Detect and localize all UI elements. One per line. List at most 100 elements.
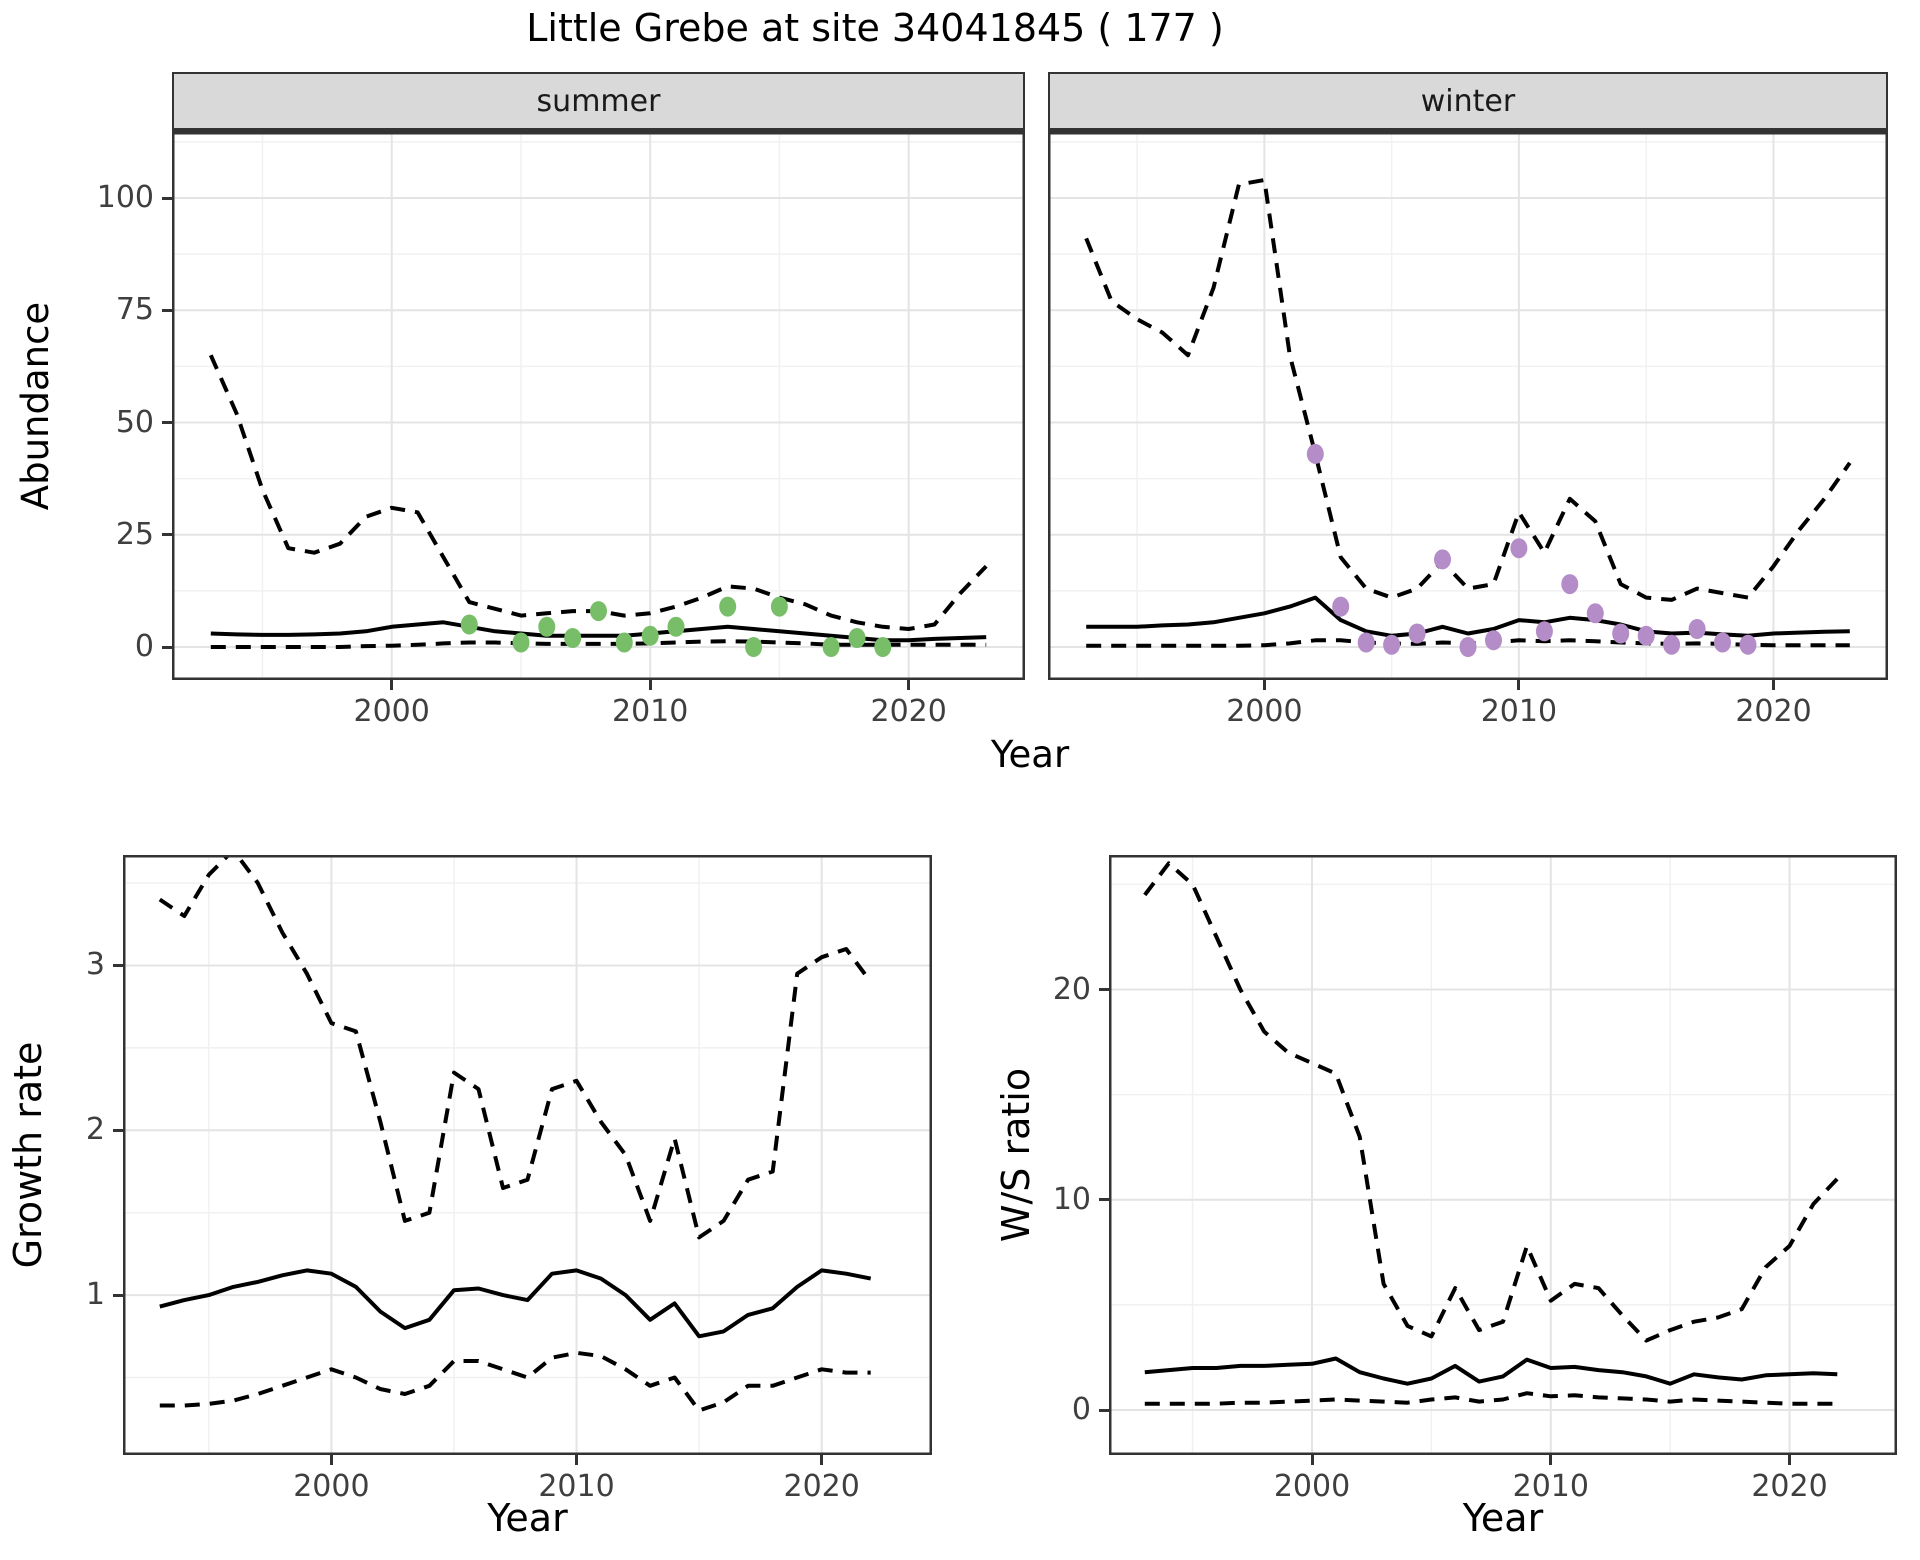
ws-panel [1109,855,1897,1455]
abundance-axis-label: Abundance [14,301,57,511]
summer-observed-point [822,637,840,657]
winter-observed-point [1357,632,1375,653]
top-year-axis-label: Year [990,733,1070,776]
y-tick-mark [113,963,123,967]
winter-observed-point [1739,634,1757,655]
ws-mean-line [1144,1356,1838,1386]
y-tick-label: 0 [134,629,154,664]
summer-observed-point [770,596,788,617]
winter-observed-point [1637,625,1655,646]
facet-strip-winter-label: winter [1420,83,1516,119]
facet-strip-winter: winter [1048,72,1888,132]
winter-observed-point [1510,538,1528,559]
y-tick-label: 75 [115,292,154,328]
x-tick-label: 2010 [612,694,689,729]
x-tick-label: 2010 [1512,1469,1589,1504]
winter-observed-point [1535,621,1553,642]
x-tick-label: 2000 [1273,1469,1351,1504]
summer-observed-point [590,601,607,622]
y-tick-mark [1099,988,1109,991]
ws-panel-border [1109,855,1897,1455]
x-tick-mark [1517,680,1521,690]
x-tick-label: 2020 [783,1469,860,1504]
winter-observed-point [1485,630,1502,651]
x-tick-mark [1772,680,1775,690]
y-tick-mark [1099,1408,1109,1412]
growth-lower-ci-line [159,1350,871,1413]
x-tick-label: 2000 [293,1469,370,1504]
x-tick-label: 2020 [870,694,947,729]
x-tick-mark [648,680,652,690]
ws-upper-ci-line [1143,861,1839,1343]
facet-strip-summer-label: summer [536,83,661,119]
winter-observed-point [1612,623,1630,644]
winter-observed-point [1714,632,1731,653]
winter-observed-point [1459,637,1477,657]
y-tick-mark [113,1293,123,1297]
winter-observed-point [1663,634,1681,655]
y-tick-mark [162,308,172,312]
summer-observed-point [719,596,737,617]
x-tick-label: 2000 [1226,694,1303,729]
winter-observed-point [1586,603,1604,624]
winter-panel-border [1048,132,1888,680]
summer-observed-point [745,637,763,657]
y-tick-mark [162,645,172,649]
x-tick-label: 2000 [353,694,430,729]
winter-observed-point [1408,623,1426,644]
y-tick-mark [162,533,172,537]
winter-observed-point [1332,596,1350,617]
facet-strip-summer: summer [172,72,1025,132]
y-tick-label: 1 [85,1277,105,1313]
x-tick-mark [575,1455,578,1465]
summer-observed-point [512,632,530,653]
y-tick-mark [1099,1198,1109,1202]
x-tick-label: 2020 [1751,1469,1828,1504]
growth-panel [123,855,932,1455]
summer-observed-point [564,628,582,648]
x-tick-mark [1788,1455,1791,1465]
x-tick-mark [1262,680,1266,690]
x-tick-mark [1310,1455,1314,1465]
winter-mean-line [1086,595,1850,638]
x-tick-mark [1549,1455,1553,1465]
x-tick-mark [820,1455,824,1465]
growth-panel-border [123,855,932,1455]
y-tick-label: 50 [115,404,154,440]
y-tick-label: 25 [115,516,154,552]
summer-observed-point [615,632,633,653]
summer-observed-point [538,616,556,637]
summer-panel [172,132,1025,680]
summer-observed-point [641,625,659,646]
y-tick-label: 2 [85,1112,105,1148]
growth-mean-line [159,1268,872,1339]
growth-rate-axis-label: Growth rate [6,1041,50,1269]
winter-observed-point [1688,619,1706,639]
summer-observed-point [460,614,478,635]
x-tick-mark [390,680,394,690]
winter-observed-point [1306,443,1324,464]
x-tick-mark [329,1455,333,1465]
y-tick-mark [162,421,172,424]
growth-upper-ci-line [158,855,873,1240]
x-tick-label: 2010 [538,1469,615,1504]
x-tick-label: 2020 [1735,694,1812,729]
y-tick-label: 100 [96,180,154,215]
x-tick-label: 2010 [1480,694,1558,729]
summer-upper-ci-line [208,354,988,631]
summer-observed-point [848,628,866,648]
ws-ratio-axis-label: W/S ratio [994,1067,1038,1243]
y-tick-label: 20 [1052,971,1091,1007]
y-tick-label: 10 [1052,1181,1091,1217]
winter-upper-ci-line [1084,178,1852,602]
winter-panel [1048,132,1888,680]
ws-year-axis-label: Year [1462,1496,1544,1540]
page-title: Little Grebe at site 34041845 ( 177 ) [526,6,1224,50]
summer-observed-point [874,637,892,657]
y-tick-mark [113,1128,123,1132]
winter-observed-point [1561,574,1579,595]
summer-lower-ci-line [210,639,987,649]
y-tick-label: 0 [1071,1392,1091,1427]
summer-observed-point [667,616,685,637]
